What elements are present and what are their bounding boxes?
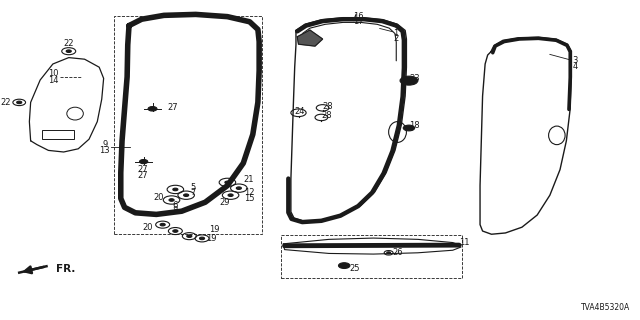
Text: 18: 18 xyxy=(410,121,420,130)
Circle shape xyxy=(140,160,148,164)
Text: FR.: FR. xyxy=(56,264,76,275)
Text: 28: 28 xyxy=(323,102,333,111)
Circle shape xyxy=(387,252,390,254)
Text: 20: 20 xyxy=(154,193,164,202)
Circle shape xyxy=(236,187,241,189)
Text: 27: 27 xyxy=(168,103,178,112)
Text: 13: 13 xyxy=(100,146,110,155)
Bar xyxy=(115,16,262,234)
Circle shape xyxy=(187,235,192,237)
Text: 19: 19 xyxy=(206,234,217,243)
Circle shape xyxy=(228,194,233,196)
Text: 21: 21 xyxy=(244,175,254,184)
Text: 2: 2 xyxy=(393,34,398,43)
Text: 3: 3 xyxy=(573,56,578,65)
Text: 12: 12 xyxy=(244,188,255,197)
Text: 24: 24 xyxy=(294,107,305,116)
Text: 14: 14 xyxy=(47,76,58,84)
Text: 27: 27 xyxy=(137,171,148,180)
Text: 26: 26 xyxy=(392,248,403,257)
Text: 11: 11 xyxy=(460,238,470,247)
Text: 23: 23 xyxy=(410,74,420,83)
Text: 7: 7 xyxy=(191,188,196,197)
Text: 9: 9 xyxy=(102,140,108,149)
Text: 15: 15 xyxy=(244,194,255,203)
Circle shape xyxy=(339,263,350,268)
Text: 19: 19 xyxy=(209,225,220,234)
Bar xyxy=(282,235,462,278)
Text: 27: 27 xyxy=(137,165,148,174)
Circle shape xyxy=(17,101,22,104)
Text: 25: 25 xyxy=(349,264,360,273)
Text: 1: 1 xyxy=(393,29,398,38)
Text: 8: 8 xyxy=(173,206,178,215)
Text: 20: 20 xyxy=(143,223,154,232)
Text: TVA4B5320A: TVA4B5320A xyxy=(581,303,630,312)
Polygon shape xyxy=(297,30,323,46)
Circle shape xyxy=(160,223,165,226)
Text: 29: 29 xyxy=(219,198,230,207)
Circle shape xyxy=(200,237,205,240)
Circle shape xyxy=(225,181,230,184)
Text: 10: 10 xyxy=(47,69,58,78)
Text: 4: 4 xyxy=(573,62,578,71)
Circle shape xyxy=(169,199,174,201)
Text: 22: 22 xyxy=(0,98,10,107)
Text: 16: 16 xyxy=(353,12,364,20)
Circle shape xyxy=(403,125,415,131)
Text: 28: 28 xyxy=(321,111,332,120)
Circle shape xyxy=(173,188,178,191)
Text: 17: 17 xyxy=(353,17,364,26)
Circle shape xyxy=(400,76,418,85)
Text: 5: 5 xyxy=(191,183,196,192)
Circle shape xyxy=(173,230,178,232)
Circle shape xyxy=(66,50,71,52)
Bar xyxy=(42,130,74,139)
Circle shape xyxy=(184,194,189,196)
Circle shape xyxy=(148,107,157,111)
Text: 22: 22 xyxy=(63,39,74,48)
Text: 6: 6 xyxy=(173,201,178,210)
